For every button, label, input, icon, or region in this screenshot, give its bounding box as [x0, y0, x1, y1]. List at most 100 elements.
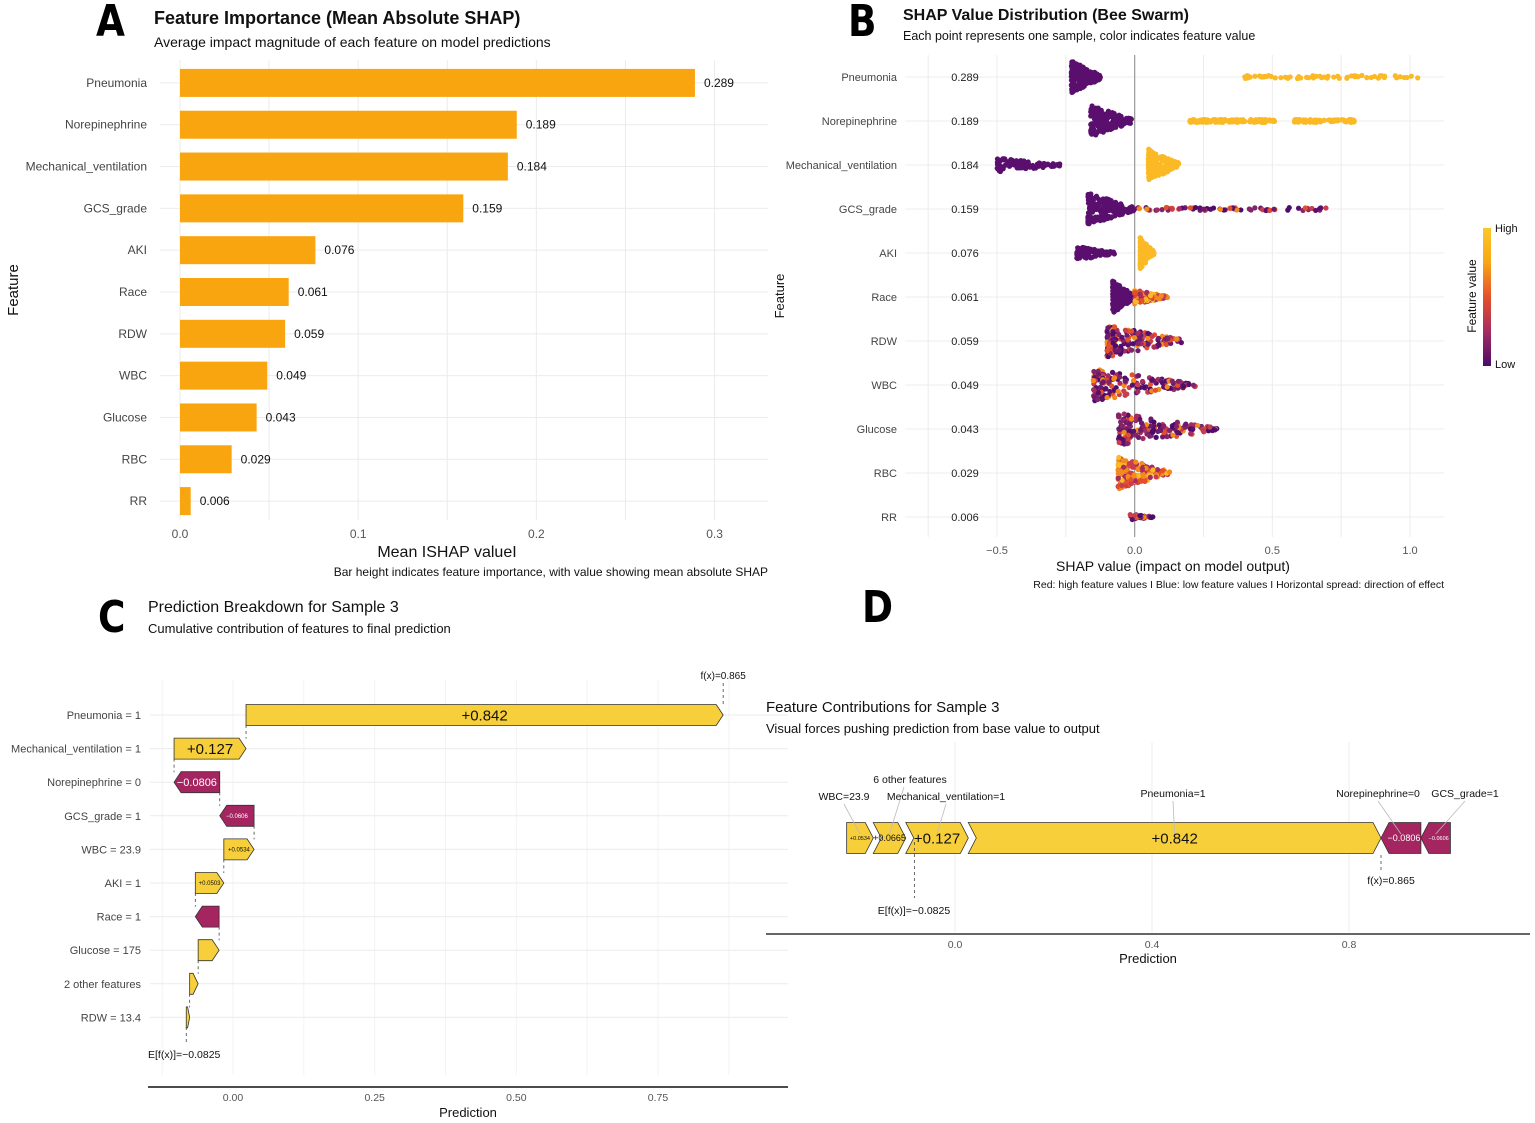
beeswarm-point	[1076, 78, 1082, 84]
beeswarm-point	[1091, 387, 1097, 393]
beeswarm-point	[1165, 335, 1171, 342]
beeswarm-point	[1238, 207, 1244, 213]
beeswarm-point	[1002, 156, 1008, 162]
waterfall-value-label: +0.127	[187, 741, 233, 758]
beeswarm-point	[1163, 167, 1169, 173]
y-tick-label: WBC	[119, 369, 147, 383]
beeswarm-point	[1069, 80, 1076, 87]
beeswarm-point	[1253, 117, 1259, 123]
beeswarm-point	[1157, 427, 1164, 434]
y-tick-label: WBC = 23.9	[81, 844, 141, 856]
force-value-label: −0.0806	[1388, 833, 1421, 843]
mean-abs-shap-label: 0.159	[951, 204, 979, 216]
bar-glucose	[180, 403, 257, 432]
waterfall-bar	[223, 838, 255, 861]
mean-abs-shap-label: 0.189	[951, 116, 979, 128]
beeswarm-point	[1122, 392, 1128, 398]
beeswarm-point	[1119, 423, 1125, 429]
y-tick-label: Norepinephrine = 0	[47, 777, 141, 789]
y-tick-label: AKI = 1	[105, 878, 141, 890]
y-tick-label: RDW	[871, 336, 898, 348]
beeswarm-point	[1164, 384, 1170, 390]
beeswarm-point	[1368, 74, 1374, 81]
legend-colorbar	[1483, 228, 1491, 366]
beeswarm-point	[1111, 204, 1117, 210]
y-tick-label: Norepinephrine	[65, 118, 147, 132]
mean-abs-shap-label: 0.006	[951, 512, 979, 524]
x-tick-label: 0.25	[364, 1092, 385, 1104]
beeswarm-point	[1149, 377, 1155, 383]
y-tick-label: Norepinephrine	[822, 116, 897, 128]
bar-value-label: 0.159	[472, 201, 502, 215]
beeswarm-point	[1131, 335, 1138, 341]
beeswarm-point	[1095, 371, 1102, 377]
beeswarm-point	[1258, 74, 1264, 80]
waterfall-bar	[185, 1006, 191, 1029]
beeswarm-point	[1130, 341, 1136, 347]
beeswarm-point	[1089, 110, 1095, 117]
chart-caption: Red: high feature values I Blue: low fea…	[1033, 579, 1444, 591]
y-tick-label: Pneumonia = 1	[67, 710, 141, 722]
mean-abs-shap-label: 0.076	[951, 248, 979, 260]
feature-label: Mechanical_ventilation=1	[887, 791, 1005, 803]
waterfall-value-label: +0.0503	[199, 881, 222, 887]
beeswarm-point	[1323, 205, 1329, 211]
beeswarm-point	[1335, 73, 1341, 79]
x-tick-label: −0.5	[986, 545, 1008, 557]
x-tick-label: 0.00	[223, 1092, 244, 1104]
beeswarm-point	[1106, 379, 1112, 385]
beeswarm-point	[1139, 466, 1145, 472]
x-tick-label: 0.50	[506, 1092, 527, 1104]
beeswarm-point	[1176, 205, 1182, 212]
beeswarm-point	[1135, 382, 1141, 388]
force-segment	[967, 822, 1382, 854]
y-tick-label: RBC	[874, 468, 897, 480]
waterfall-bar	[173, 771, 221, 794]
beeswarm-point	[1100, 122, 1106, 128]
waterfall-bar	[219, 804, 255, 827]
beeswarm-point	[1103, 201, 1109, 207]
feature-label: GCS_grade=1	[1431, 788, 1499, 800]
beeswarm-point	[1090, 378, 1096, 384]
beeswarm-point	[1155, 335, 1162, 342]
beeswarm-point	[1287, 74, 1293, 80]
y-tick-label: Glucose	[103, 410, 147, 424]
x-axis-title: Mean ISHAP valueI	[377, 544, 516, 561]
beeswarm-point	[1089, 131, 1095, 137]
beeswarm-point	[1247, 74, 1253, 80]
x-tick-label: 0.2	[528, 527, 545, 541]
panel-b-letter: B	[848, 0, 877, 47]
feature-label-leader	[936, 803, 947, 835]
beeswarm-point	[1153, 474, 1159, 480]
x-tick-label: 0.4	[1145, 939, 1160, 951]
beeswarm-point	[1190, 382, 1197, 388]
beeswarm-point	[1302, 205, 1308, 211]
beeswarm-point	[1142, 253, 1148, 260]
beeswarm-point	[1089, 103, 1095, 109]
waterfall-bar	[173, 737, 247, 760]
beeswarm-point	[1392, 73, 1398, 79]
beeswarm-point	[1110, 122, 1116, 128]
feature-label-leader	[843, 803, 861, 835]
beeswarm-point	[1247, 118, 1253, 125]
waterfall-bar	[197, 939, 220, 962]
beeswarm-point	[1217, 206, 1223, 213]
beeswarm-point	[1136, 205, 1143, 212]
y-tick-label: Race = 1	[97, 912, 141, 924]
beeswarm-point	[1190, 426, 1196, 432]
beeswarm-point	[1127, 209, 1134, 215]
beeswarm-point	[1145, 155, 1152, 162]
beeswarm-point	[1329, 117, 1335, 123]
beeswarm-point	[1121, 429, 1127, 435]
beeswarm-point	[1086, 250, 1092, 256]
beeswarm-point	[1155, 172, 1162, 178]
beeswarm-point	[1210, 205, 1217, 211]
x-tick-label: 1.0	[1402, 545, 1417, 557]
mean-abs-shap-label: 0.029	[951, 468, 979, 480]
x-axis-title: SHAP value (impact on model output)	[1056, 558, 1290, 574]
panel-d-subtitle: Visual forces pushing prediction from ba…	[766, 721, 1100, 736]
beeswarm-point	[1033, 165, 1039, 171]
beeswarm-point	[1163, 342, 1169, 348]
beeswarm-point	[1115, 471, 1121, 477]
